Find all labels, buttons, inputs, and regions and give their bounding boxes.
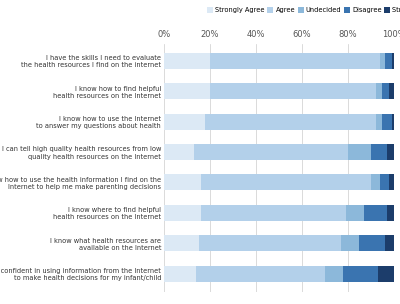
Bar — [348, 144, 371, 160]
Bar — [164, 235, 198, 251]
Bar — [376, 83, 382, 99]
Bar — [194, 144, 348, 160]
Bar — [164, 53, 210, 69]
Bar — [164, 266, 196, 282]
Bar — [389, 83, 394, 99]
Bar — [382, 83, 389, 99]
Bar — [325, 266, 343, 282]
Bar — [378, 266, 394, 282]
Bar — [164, 174, 201, 190]
Bar — [360, 235, 385, 251]
Bar — [376, 114, 382, 130]
Bar — [164, 83, 210, 99]
Bar — [164, 144, 194, 160]
Bar — [164, 114, 206, 130]
Bar — [201, 205, 346, 221]
Bar — [380, 174, 389, 190]
Bar — [210, 53, 380, 69]
Bar — [387, 144, 394, 160]
Bar — [392, 114, 394, 130]
Bar — [196, 266, 325, 282]
Bar — [392, 53, 394, 69]
Legend: Strongly Agree, Agree, Undecided, Disagree, Strongly Disagree: Strongly Agree, Agree, Undecided, Disagr… — [205, 5, 400, 16]
Bar — [385, 235, 394, 251]
Bar — [364, 205, 387, 221]
Bar — [385, 53, 392, 69]
Bar — [198, 235, 341, 251]
Bar — [382, 114, 392, 130]
Bar — [206, 114, 376, 130]
Bar — [201, 174, 371, 190]
Bar — [164, 205, 201, 221]
Bar — [387, 205, 394, 221]
Bar — [210, 83, 376, 99]
Bar — [371, 144, 387, 160]
Bar — [341, 235, 360, 251]
Bar — [343, 266, 378, 282]
Bar — [389, 174, 394, 190]
Bar — [346, 205, 364, 221]
Bar — [380, 53, 385, 69]
Bar — [371, 174, 380, 190]
